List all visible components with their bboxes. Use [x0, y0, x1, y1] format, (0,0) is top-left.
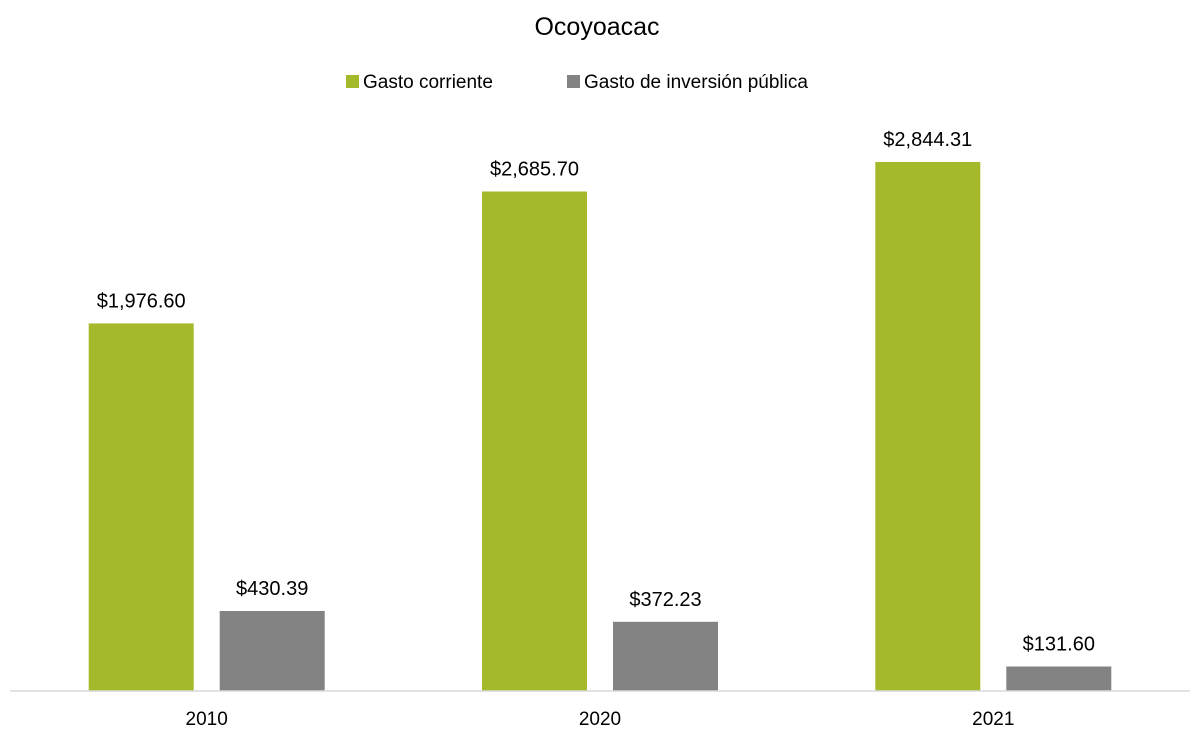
data-label-gasto-corriente-2010: $1,976.60 — [97, 290, 186, 312]
x-tick-label-2021: 2021 — [972, 709, 1014, 730]
bar-gasto-corriente-2010 — [88, 323, 194, 691]
legend-swatch-gasto-inversion — [567, 75, 580, 88]
bar-gasto-inversion-2020 — [613, 621, 718, 691]
legend: Gasto corriente Gasto de inversión públi… — [346, 72, 808, 93]
data-label-gasto-corriente-2021: $2,844.31 — [883, 129, 972, 151]
x-tick-labels-group: 2010 2020 2021 — [186, 709, 1015, 730]
legend-label-gasto-inversion: Gasto de inversión pública — [584, 72, 808, 93]
data-labels-group: $1,976.60 $430.39 $2,685.70 $372.23 $2,844.3… — [97, 129, 1095, 656]
bar-gasto-inversion-2010 — [219, 611, 325, 691]
data-label-gasto-inversion-2010: $430.39 — [236, 578, 308, 600]
x-tick-label-2010: 2010 — [186, 709, 228, 730]
bar-gasto-corriente-2020 — [482, 191, 587, 691]
bar-gasto-corriente-2021 — [875, 162, 981, 691]
data-label-gasto-inversion-2021: $131.60 — [1023, 634, 1095, 656]
legend-swatch-gasto-corriente — [346, 75, 359, 88]
x-tick-label-2020: 2020 — [579, 709, 621, 730]
data-label-gasto-corriente-2020: $2,685.70 — [490, 159, 579, 181]
bar-gasto-inversion-2021 — [1006, 666, 1112, 691]
bars-group — [88, 162, 1112, 691]
data-label-gasto-inversion-2020: $372.23 — [629, 589, 701, 611]
chart-title: Ocoyoacac — [534, 13, 659, 41]
legend-label-gasto-corriente: Gasto corriente — [363, 72, 493, 93]
